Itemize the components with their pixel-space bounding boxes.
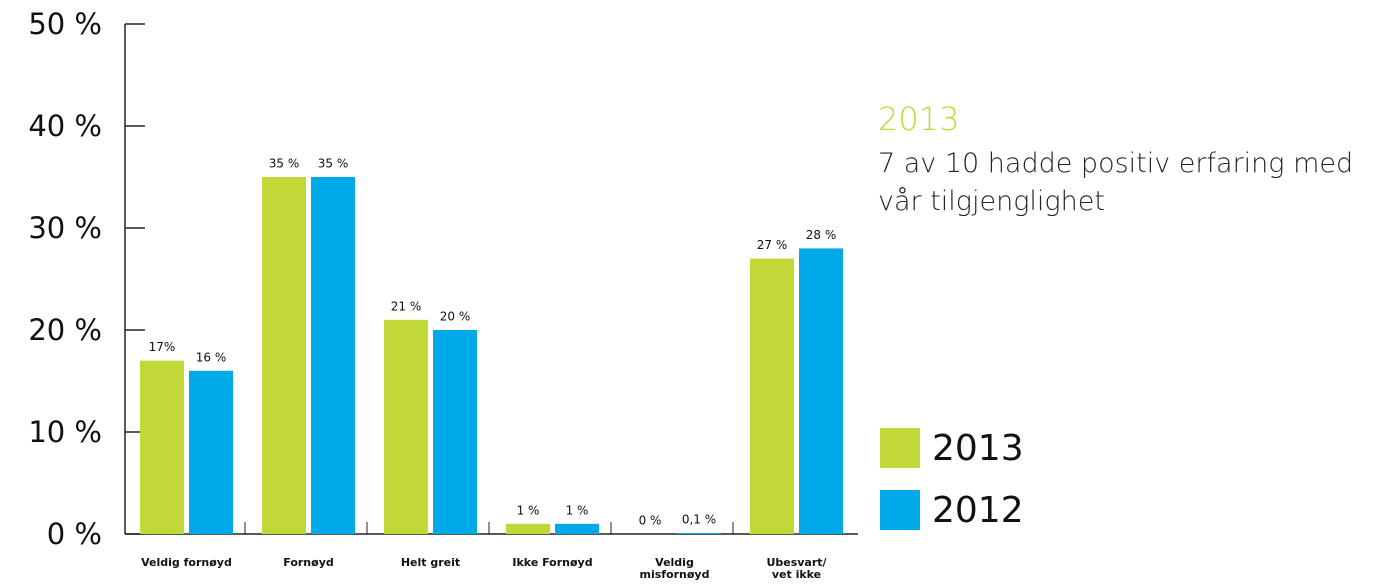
bar [799, 248, 843, 534]
y-tick-label: 50 % [28, 7, 102, 41]
x-tick-label: Veldig fornøyd [141, 556, 232, 569]
x-tick-label: Veldig misfornøyd [639, 556, 710, 581]
value-label: 20 % [440, 310, 471, 324]
value-label: 35 % [269, 157, 300, 171]
value-label: 35 % [318, 157, 349, 171]
annotation-text: 7 av 10 hadde positiv erfaring med vår t… [878, 148, 1354, 217]
bar [311, 177, 355, 534]
value-label: 0 % [639, 514, 662, 528]
bar [555, 523, 599, 534]
value-label: 16 % [196, 350, 227, 364]
y-tick-label: 10 % [28, 415, 102, 449]
value-label: 0,1 % [682, 512, 716, 526]
value-label: 17% [149, 340, 176, 354]
y-tick-label: 20 % [28, 313, 102, 347]
value-label: 21 % [391, 299, 422, 313]
y-tick-label: 40 % [28, 109, 102, 143]
legend-swatch [880, 428, 920, 468]
bar [433, 330, 477, 534]
bar [750, 258, 794, 534]
value-label: 1 % [566, 503, 589, 517]
legend-label: 2012 [932, 490, 1024, 531]
value-label: 28 % [806, 228, 837, 242]
annotation-heading: 2013 [878, 100, 960, 138]
legend-label: 2013 [932, 428, 1024, 469]
bar [384, 319, 428, 534]
x-tick-label: Ubesvart/ vet ikke [766, 556, 827, 581]
legend-swatch [880, 490, 920, 530]
x-tick-label: Helt greit [400, 556, 461, 569]
bar [140, 360, 184, 534]
y-tick-label: 30 % [28, 211, 102, 245]
bar [262, 177, 306, 534]
y-tick-label: 0 % [47, 517, 102, 551]
value-label: 27 % [757, 238, 788, 252]
bar [677, 532, 721, 534]
bar [506, 523, 550, 534]
x-tick-label: Fornøyd [283, 556, 334, 569]
value-label: 1 % [517, 503, 540, 517]
x-tick-label: Ikke Fornøyd [512, 556, 593, 569]
bar [189, 370, 233, 534]
